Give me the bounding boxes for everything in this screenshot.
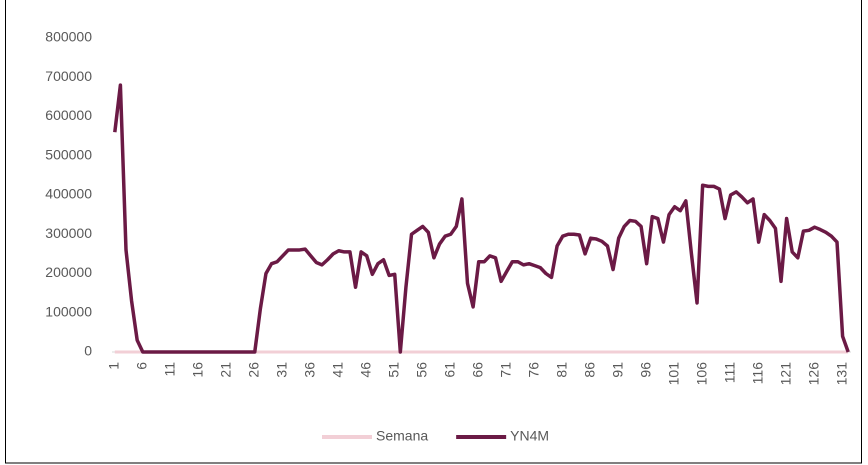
x-tick-label: 111	[721, 362, 737, 383]
x-tick-label: 26	[245, 362, 261, 378]
y-tick-label: 400000	[45, 186, 92, 202]
y-tick-label: 0	[84, 343, 92, 359]
y-tick-label: 500000	[45, 146, 92, 162]
x-tick-label: 81	[553, 362, 569, 378]
x-tick-label: 46	[357, 362, 373, 378]
y-tick-label: 100000	[45, 303, 92, 319]
y-tick-label: 800000	[45, 29, 92, 45]
series-line	[113, 83, 850, 354]
x-tick-label: 56	[413, 362, 429, 378]
x-tick-label: 16	[189, 362, 205, 378]
x-tick-label: 11	[161, 362, 177, 377]
x-tick-label: 21	[217, 362, 233, 378]
x-tick-label: 61	[441, 362, 457, 378]
x-tick-label: 101	[665, 362, 681, 386]
legend-label: YN4M	[510, 428, 549, 444]
x-tick-label: 36	[301, 362, 317, 378]
x-tick-label: 126	[805, 362, 821, 386]
x-tick-label: 66	[469, 362, 485, 378]
x-tick-label: 86	[581, 362, 597, 378]
y-tick-label: 300000	[45, 225, 92, 241]
x-tick-label: 1	[106, 362, 122, 370]
x-tick-label: 6	[133, 362, 149, 370]
x-tick-label: 131	[833, 362, 849, 386]
x-tick-label: 41	[329, 362, 345, 378]
y-tick-label: 700000	[45, 68, 92, 84]
legend-label: Semana	[376, 428, 428, 444]
x-tick-label: 96	[637, 362, 653, 378]
x-tick-label: 71	[497, 362, 513, 378]
x-tick-label: 121	[777, 362, 793, 386]
x-tick-label: 116	[749, 362, 765, 385]
x-tick-label: 51	[385, 362, 401, 378]
x-tick-label: 76	[525, 362, 541, 378]
y-tick-label: 600000	[45, 107, 92, 123]
x-tick-label: 106	[693, 362, 709, 386]
x-tick-label: 31	[273, 362, 289, 378]
y-tick-label: 200000	[45, 264, 92, 280]
chart-frame	[5, 0, 862, 464]
x-tick-label: 91	[609, 362, 625, 378]
